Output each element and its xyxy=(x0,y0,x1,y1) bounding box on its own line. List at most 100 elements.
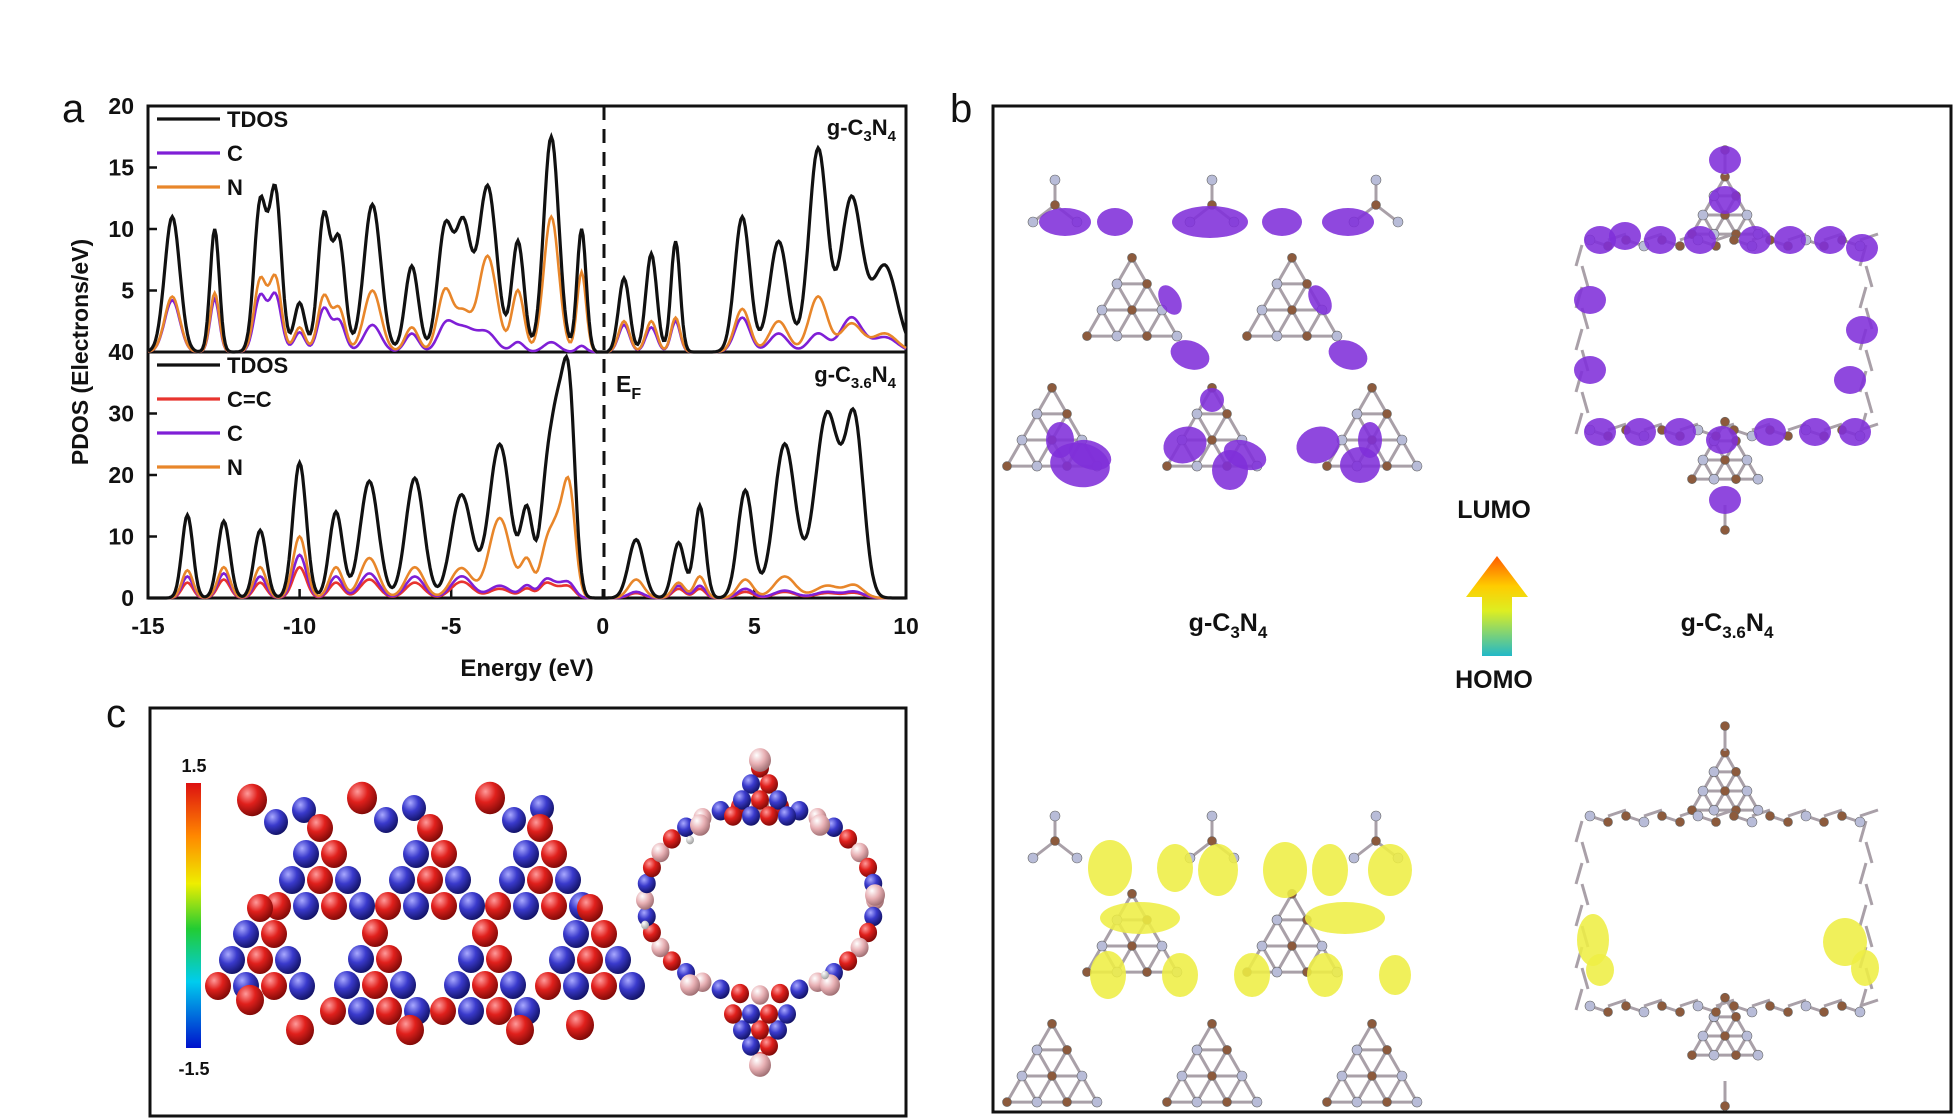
legend-label-cc: C=C xyxy=(227,387,272,412)
carbon-atom xyxy=(1720,525,1730,535)
carbon-atom xyxy=(1783,1007,1793,1017)
orbital-lobe xyxy=(1709,186,1741,214)
charge-atom xyxy=(760,1004,778,1024)
orbital-lobe xyxy=(1664,418,1696,446)
material-label-left: g-C3N4 xyxy=(1189,609,1268,642)
charge-atom xyxy=(506,1014,534,1046)
lumo-g-c3n4-structure xyxy=(1002,174,1423,490)
charge-atom xyxy=(293,839,319,869)
bond xyxy=(1643,998,1663,1008)
carbon-atom xyxy=(1720,786,1730,796)
charge-atom xyxy=(335,865,361,895)
x-tick-label: -5 xyxy=(441,613,462,639)
nitrogen-atom xyxy=(1351,1044,1363,1056)
nitrogen-atom xyxy=(1800,810,1812,822)
carbon-atom xyxy=(1062,1097,1072,1107)
bond xyxy=(1050,1075,1069,1103)
carbon-atom xyxy=(1082,331,1092,341)
charge-atom xyxy=(641,920,649,930)
lumo-label: LUMO xyxy=(1457,496,1531,524)
panel-label-a: a xyxy=(62,87,85,131)
charge-atom xyxy=(261,919,287,949)
orbital-lobe xyxy=(1368,844,1412,896)
bond xyxy=(1864,925,1874,948)
charge-atom xyxy=(591,971,617,1001)
charge-atom xyxy=(307,865,333,895)
fermi-label: EF xyxy=(616,371,641,403)
charge-atom xyxy=(751,985,769,1005)
charge-atom xyxy=(859,857,878,878)
carbon-atom xyxy=(1002,1097,1012,1107)
nitrogen-atom xyxy=(1752,1049,1764,1061)
carbon-atom xyxy=(1322,461,1332,471)
carbon-atom xyxy=(1047,1071,1057,1081)
orbital-lobe xyxy=(1212,450,1248,490)
carbon-atom xyxy=(1287,305,1297,315)
bond xyxy=(1787,808,1807,818)
orbital-lobe xyxy=(1200,388,1224,412)
bond xyxy=(1574,244,1584,267)
nitrogen-atom xyxy=(1708,1049,1720,1061)
homo-g-c3n4-structure xyxy=(1002,810,1423,1108)
bond xyxy=(1859,808,1879,818)
charge-map-g-c36n4 xyxy=(636,748,885,1077)
carbon-atom xyxy=(1720,1031,1730,1041)
nitrogen-atom xyxy=(1049,174,1061,186)
charge-atom xyxy=(662,829,681,849)
charge-atom xyxy=(320,996,346,1026)
bond xyxy=(1823,808,1843,818)
nitrogen-atom xyxy=(1171,330,1183,342)
carbon-atom xyxy=(1382,409,1392,419)
bond xyxy=(1864,349,1874,372)
nitrogen-atom xyxy=(1708,473,1720,485)
y-tick-label: 20 xyxy=(108,93,134,119)
bond xyxy=(1864,391,1874,414)
bond xyxy=(1864,883,1874,906)
orbital-lobe xyxy=(1039,208,1091,236)
bond xyxy=(1130,283,1149,311)
orbital-lobe xyxy=(1709,486,1741,514)
charge-atom xyxy=(396,1014,424,1046)
charge-atom xyxy=(513,891,539,921)
orbital-lobe xyxy=(1100,902,1180,934)
charge-atom xyxy=(430,996,456,1026)
charge-atom xyxy=(264,809,288,835)
charge-atom xyxy=(577,945,603,975)
colorbar-min: -1.5 xyxy=(178,1059,209,1079)
nitrogen-atom xyxy=(1692,810,1704,822)
y-tick-label: 5 xyxy=(121,278,134,304)
nitrogen-atom xyxy=(1396,434,1408,446)
pdos-line-c xyxy=(147,291,907,354)
carbon-atom xyxy=(1731,1012,1741,1022)
charge-atom xyxy=(375,891,401,921)
charge-atom xyxy=(292,797,316,823)
carbon-atom xyxy=(1127,252,1137,263)
bond xyxy=(1858,862,1868,885)
colorbar-max: 1.5 xyxy=(181,756,206,776)
carbon-atom xyxy=(1711,817,1721,827)
carbon-atom xyxy=(1287,941,1297,951)
charge-atom xyxy=(742,806,760,826)
material-label-top: g-C3N4 xyxy=(827,115,897,145)
carbon-atom xyxy=(1207,1018,1217,1029)
carbon-atom xyxy=(1222,409,1232,419)
charge-atom xyxy=(839,951,858,971)
charge-atom xyxy=(431,891,457,921)
charge-atom xyxy=(742,1004,760,1024)
charge-atom xyxy=(749,748,771,772)
charge-atom xyxy=(778,806,796,826)
x-tick-label: 5 xyxy=(748,613,761,639)
charge-atom xyxy=(724,806,742,826)
bond xyxy=(1858,988,1868,1011)
bond xyxy=(1858,904,1868,927)
bond xyxy=(1370,1075,1389,1103)
charge-atom xyxy=(733,790,751,810)
carbon-atom xyxy=(1367,382,1377,393)
carbon-atom xyxy=(1302,279,1312,289)
charge-atom xyxy=(637,873,656,894)
charge-atom xyxy=(555,865,581,895)
legend-label-c: C xyxy=(227,421,243,446)
legend-label-c: C xyxy=(227,141,243,166)
bond xyxy=(1858,286,1868,309)
nitrogen-atom xyxy=(1348,852,1360,864)
